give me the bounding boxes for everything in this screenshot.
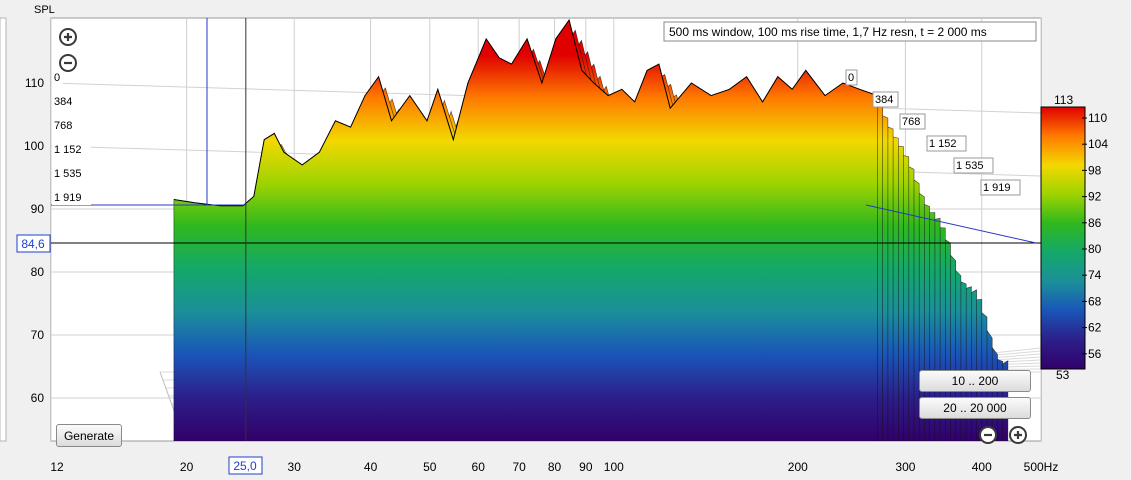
colorbar-max-label: 113: [1054, 93, 1073, 107]
x-tick-label: 70: [512, 460, 526, 474]
z-tick-label: 1 152: [54, 144, 82, 156]
front-slice-outline: [173, 18, 878, 207]
x-tick-label: 12: [50, 460, 64, 474]
cursor-y-readout-text: 84,6: [21, 237, 45, 251]
colorbar: [1040, 106, 1086, 370]
x-tick-label: 80: [548, 460, 562, 474]
cursor-x-readout: [228, 456, 263, 475]
colorbar-tick-label: 92: [1088, 190, 1102, 204]
range-10-200-button[interactable]: 10 .. 200: [919, 370, 1031, 392]
y-tick-label: 80: [31, 265, 45, 279]
y-tick-label: 90: [31, 202, 45, 216]
range-20-20000-button[interactable]: 20 .. 20 000: [919, 397, 1031, 419]
zoom-in-icon[interactable]: [59, 28, 77, 46]
x-tick-label: 40: [364, 460, 378, 474]
cursor-blue-diagonal: [865, 204, 1037, 244]
x-tick-label: 500Hz: [1024, 460, 1059, 474]
z-label-box: [52, 94, 77, 109]
generate-button[interactable]: Generate: [56, 424, 122, 447]
colorbar-min-label: 53: [1056, 368, 1070, 382]
x-tick-label: 300: [895, 460, 915, 474]
colorbar-tick-label: 62: [1088, 321, 1102, 335]
z-label-box: [52, 118, 77, 133]
cursor-x-readout-text: 25,0: [233, 459, 257, 473]
z-label-box: [845, 69, 858, 86]
info-box: [663, 21, 1037, 42]
colorbar-tick-label: 56: [1088, 347, 1102, 361]
z-tick-label: 384: [54, 96, 72, 108]
z-tick-label: 0: [54, 72, 60, 84]
z-axis-labels-left: 0 384 768 1 152 1 535 1 919: [52, 70, 91, 205]
colorbar-tick-label: 86: [1088, 216, 1102, 230]
x-tick-label: 30: [288, 460, 302, 474]
y-tick-label: 100: [24, 139, 44, 153]
x-tick-label: 60: [472, 460, 486, 474]
z-label-box: [872, 91, 899, 108]
info-box-text: 500 ms window, 100 ms rise time, 1,7 Hz …: [669, 25, 987, 39]
z-tick-label: 384: [875, 94, 893, 106]
zoom-in-icon[interactable]: [1009, 426, 1027, 444]
colorbar-tick-label: 98: [1088, 163, 1102, 177]
colorbar-tick-label: 104: [1088, 137, 1108, 151]
z-label-box: [899, 113, 926, 130]
z-label-box: [52, 166, 91, 181]
z-tick-label: 1 152: [929, 138, 957, 150]
z-label-box: [926, 135, 967, 152]
z-tick-label: 0: [848, 72, 854, 84]
left-strip: [0, 17, 7, 442]
waterfall-surface: [173, 18, 1009, 441]
z-tick-label: 768: [902, 116, 920, 128]
zoom-out-icon[interactable]: [979, 426, 997, 444]
z-tick-label: 768: [54, 120, 72, 132]
y-tick-label: 110: [25, 76, 44, 90]
y-tick-label: 70: [31, 328, 45, 342]
x-tick-label: 50: [423, 460, 437, 474]
colorbar-tick-label: 68: [1088, 294, 1102, 308]
z-label-box: [52, 142, 91, 157]
z-label-box: [953, 157, 994, 174]
colorbar-ticks: 110 104 98 92 86 80 74 68 62 56: [1082, 111, 1108, 361]
colorbar-tick-label: 74: [1088, 268, 1102, 282]
x-tick-label: 200: [788, 460, 808, 474]
x-tick-label: 90: [579, 460, 593, 474]
x-axis-ticks: 12 20 30 40 50 60 70 80 90 100 200 300 400 500Hz: [50, 460, 1058, 474]
z-tick-label: 1 535: [956, 160, 984, 172]
z-tick-label: 1 919: [54, 192, 82, 204]
x-tick-label: 20: [180, 460, 194, 474]
x-tick-label: 100: [604, 460, 624, 474]
z-label-box: [980, 179, 1021, 196]
z-tick-label: 1 535: [54, 168, 82, 180]
z-tick-label: 1 919: [983, 182, 1011, 194]
z-axis-labels-right: 0 384 768 1 152 1 535 1 919: [845, 69, 1021, 196]
zoom-out-icon[interactable]: [59, 54, 77, 72]
colorbar-tick-label: 110: [1088, 111, 1107, 125]
x-tick-label: 400: [972, 460, 992, 474]
y-axis-label: SPL: [34, 4, 55, 16]
z-label-box: [52, 190, 91, 205]
y-axis-ticks: 60 70 80 90 100 110: [24, 76, 44, 405]
cursor-y-readout: [16, 234, 51, 253]
y-tick-label: 60: [31, 391, 45, 405]
colorbar-tick-label: 80: [1088, 242, 1102, 256]
z-label-box: [52, 70, 63, 85]
